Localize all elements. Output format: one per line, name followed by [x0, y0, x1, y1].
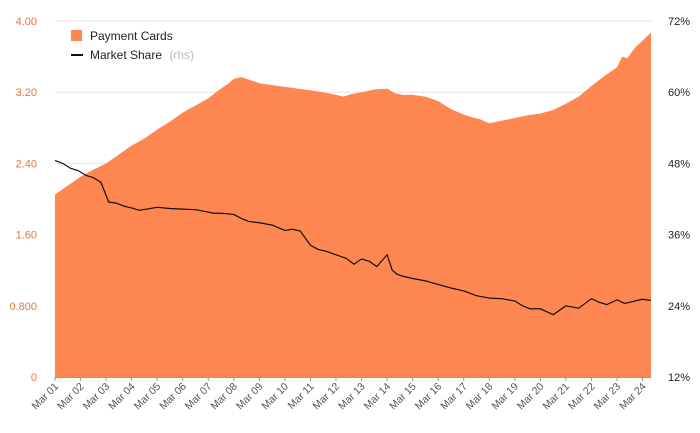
axes	[54, 377, 651, 381]
legend-note-rhs: (rhs)	[169, 48, 194, 62]
x-tick-label-6: Mar 07	[183, 381, 215, 413]
x-tick-label-22: Mar 23	[592, 381, 624, 413]
x-tick-label-7: Mar 08	[208, 381, 240, 413]
market-share-line	[54, 159, 652, 316]
legend-label-payment-cards: Payment Cards	[90, 29, 173, 43]
legend-swatch-payment-cards	[71, 30, 82, 41]
right-tick-label-2: 36%	[668, 230, 690, 242]
x-tick-label-1: Mar 02	[55, 381, 87, 413]
x-tick-label-14: Mar 15	[387, 381, 419, 413]
x-tick-label-16: Mar 17	[438, 381, 470, 413]
x-tick-label-13: Mar 14	[362, 381, 394, 413]
payment-cards-area-layer	[55, 32, 651, 377]
legend-label-market-share-text: Market Share	[90, 48, 162, 62]
legend-label-market-share: Market Share (rhs)	[90, 48, 194, 62]
legend: Payment Cards Market Share (rhs)	[71, 29, 194, 62]
x-tick-label-11: Mar 12	[311, 381, 343, 413]
right-tick-label-3: 48%	[668, 158, 690, 170]
x-tick-label-10: Mar 11	[286, 381, 317, 412]
x-tick-label-9: Mar 10	[259, 381, 291, 413]
left-tick-label-3: 2.40	[16, 158, 37, 170]
x-tick-label-19: Mar 20	[515, 381, 547, 413]
x-tick-label-20: Mar 21	[540, 381, 572, 413]
left-tick-label-4: 3.20	[16, 87, 37, 99]
x-tick-label-2: Mar 03	[81, 381, 113, 413]
left-axis-tick-labels: 0 0.800 1.60 2.40 3.20 4.00	[9, 16, 37, 384]
right-tick-label-0: 12%	[668, 372, 690, 384]
left-tick-label-1: 0.800	[9, 301, 37, 313]
x-tick-label-3: Mar 04	[106, 381, 138, 413]
right-tick-label-5: 72%	[668, 16, 690, 28]
x-tick-label-21: Mar 22	[566, 381, 598, 413]
right-tick-label-1: 24%	[668, 301, 690, 313]
x-tick-label-17: Mar 18	[464, 381, 496, 413]
x-tick-label-12: Mar 13	[336, 381, 368, 413]
x-tick-label-18: Mar 19	[489, 381, 521, 413]
market-share-line-layer	[54, 159, 652, 316]
x-tick-label-0: Mar 01	[30, 381, 62, 413]
left-tick-label-2: 1.60	[16, 230, 37, 242]
x-tick-label-5: Mar 06	[157, 381, 189, 413]
right-axis-tick-labels: 12% 24% 36% 48% 60% 72%	[668, 16, 690, 384]
x-tick-label-4: Mar 05	[132, 381, 164, 413]
x-tick-label-8: Mar 09	[234, 381, 266, 413]
left-tick-label-0: 0	[31, 372, 37, 384]
x-tick-label-15: Mar 16	[413, 381, 445, 413]
x-tick-label-23: Mar 24	[617, 381, 649, 413]
right-tick-label-4: 60%	[668, 87, 690, 99]
payment-cards-area	[55, 32, 651, 377]
left-tick-label-5: 4.00	[16, 16, 37, 28]
